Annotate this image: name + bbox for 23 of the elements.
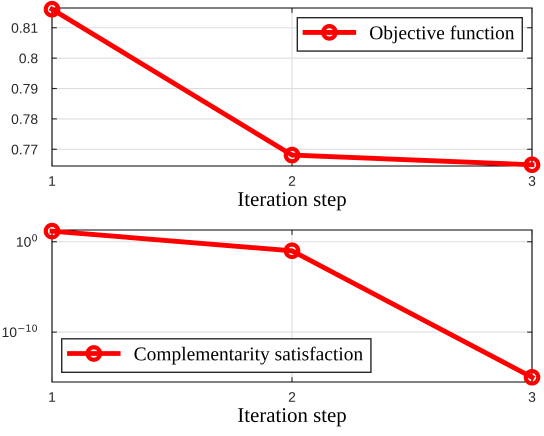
x-tick-label: 3 [528,176,536,186]
point [284,242,300,260]
x-axis-title: Iteration step [238,408,346,426]
y-tick-label: 0.81 [12,23,38,33]
y-tick-label: 0.8 [19,53,38,64]
x-axis-title: Iteration step [238,192,346,210]
legend-label: Objective function [370,26,514,44]
legend-label: Complementarity satisfaction [134,346,363,364]
point [524,156,540,174]
y-tick-label: 0.77 [12,144,38,154]
x-tick-label: 1 [49,176,56,186]
point [44,0,60,18]
x-tick-label: 2 [288,176,296,186]
x-tick-label: 1 [49,392,56,402]
y-tick-label: 10$^{−10}$ [2,324,38,338]
point [524,368,540,386]
x-tick-label: 2 [288,392,296,402]
y-tick-label: 0.78 [12,114,38,124]
x-tick-label: 3 [528,392,536,402]
point [284,146,300,164]
y-tick-label: 10$^{0}$ [16,234,38,247]
point [44,222,60,240]
y-tick-label: 0.79 [12,84,38,94]
